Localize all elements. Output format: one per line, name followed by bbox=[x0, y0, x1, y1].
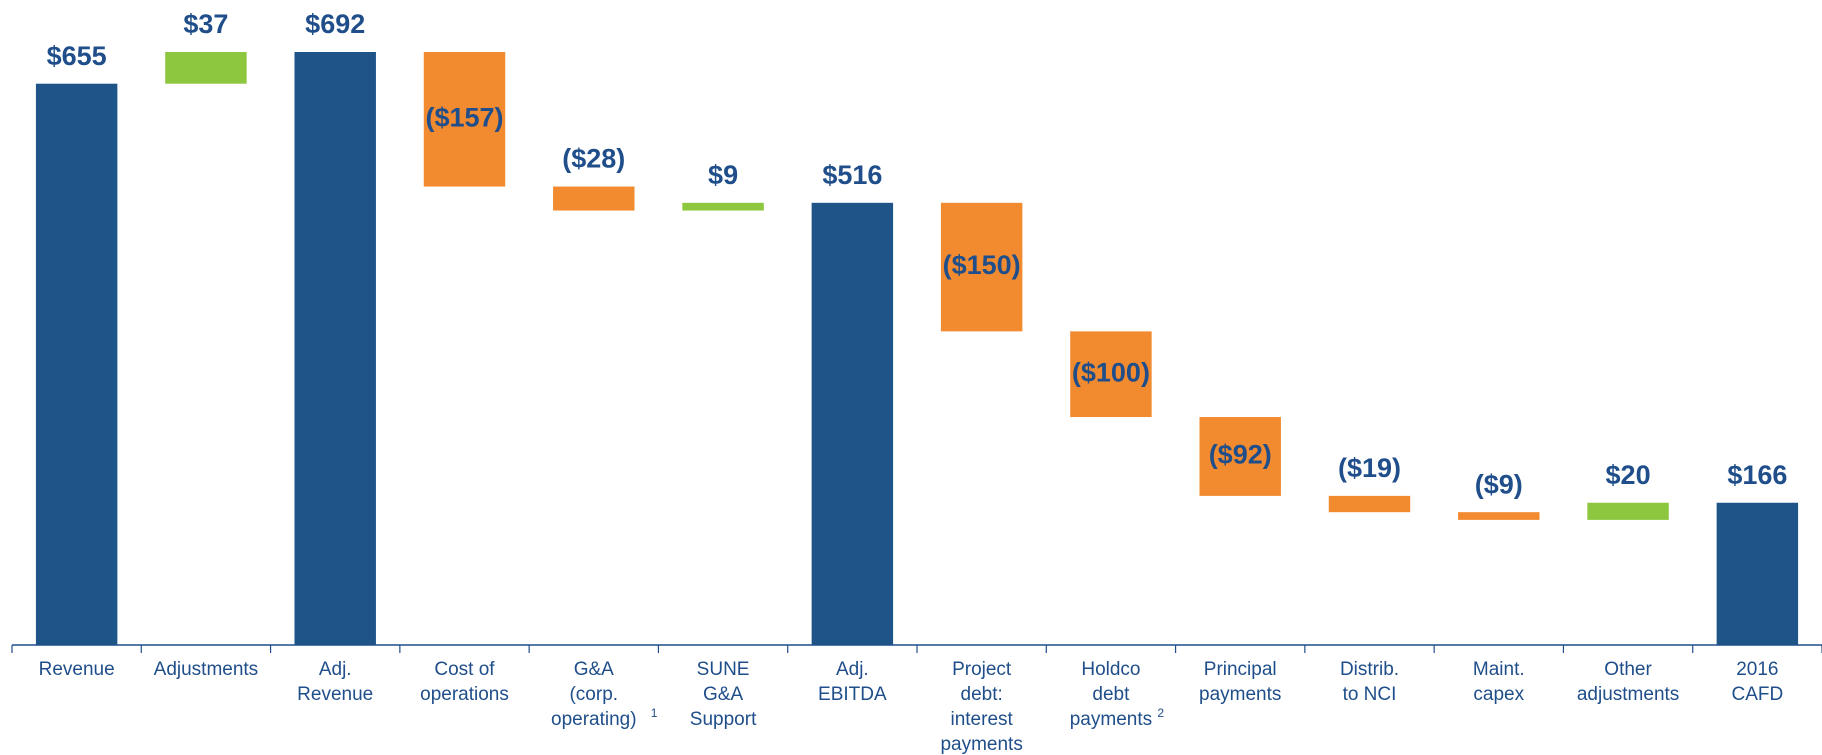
x-tick-label-line: capex bbox=[1473, 684, 1524, 705]
value-label: ($150) bbox=[943, 250, 1021, 280]
value-label: $655 bbox=[47, 41, 107, 71]
x-tick-label-line: Other bbox=[1604, 659, 1652, 680]
x-tick-label-line: interest bbox=[950, 709, 1013, 730]
x-tick-label-line: Principal bbox=[1204, 659, 1277, 680]
bar bbox=[1070, 331, 1152, 418]
x-tick-label-line: Revenue bbox=[39, 659, 115, 680]
x-tick-label-line: debt bbox=[1092, 684, 1130, 705]
x-tick-label-line: Adjustments bbox=[154, 659, 259, 680]
x-tick-label: SUNE G&A Support bbox=[690, 659, 757, 730]
value-label: $692 bbox=[305, 9, 365, 39]
x-tick-label-line: operating) bbox=[551, 709, 637, 730]
value-label: $37 bbox=[183, 9, 228, 39]
x-tick-label-line: to NCI bbox=[1343, 684, 1397, 705]
value-label: ($19) bbox=[1338, 453, 1401, 483]
x-tick-label-line: Maint. bbox=[1473, 659, 1525, 680]
x-tick-label-line: payments bbox=[1199, 684, 1281, 705]
bar bbox=[1587, 502, 1669, 520]
x-tick-label-line: SUNE bbox=[697, 659, 750, 680]
bar bbox=[35, 83, 118, 645]
value-label: ($9) bbox=[1475, 469, 1523, 499]
bar bbox=[165, 52, 247, 84]
x-tick-label-line: Adj. bbox=[319, 659, 352, 680]
value-label: $20 bbox=[1606, 460, 1651, 490]
x-tick-label: Maint. capex bbox=[1473, 659, 1525, 705]
value-label: $516 bbox=[822, 160, 882, 190]
bar bbox=[553, 186, 635, 211]
value-label: ($28) bbox=[562, 144, 625, 174]
bar bbox=[682, 202, 764, 211]
x-tick-label-line: operations bbox=[420, 684, 509, 705]
x-tick-label-line: Project bbox=[952, 659, 1012, 680]
x-tick-label-line: Holdco bbox=[1081, 659, 1140, 680]
bar bbox=[1328, 495, 1411, 513]
x-tick-label: Holdco debt payments bbox=[1070, 659, 1152, 730]
x-tick-label-line: payments bbox=[1070, 709, 1152, 730]
x-tick-label: Cost of operations bbox=[420, 659, 509, 705]
bar bbox=[294, 52, 376, 645]
x-tick-label-line: (corp. bbox=[569, 684, 618, 705]
x-tick-label: Other adjustments bbox=[1577, 659, 1679, 705]
x-tick-label: Adj. EBITDA bbox=[818, 659, 887, 705]
x-tick-label-line: EBITDA bbox=[818, 684, 887, 705]
x-tick-label-line: 2016 bbox=[1736, 659, 1778, 680]
value-label: ($157) bbox=[425, 102, 503, 132]
bar bbox=[1199, 417, 1281, 496]
x-tick-label-line: payments bbox=[940, 734, 1022, 755]
x-tick-label-line: G&A bbox=[574, 659, 614, 680]
bar bbox=[423, 52, 506, 187]
bar bbox=[1458, 512, 1540, 520]
x-tick-label: Principal payments bbox=[1199, 659, 1281, 705]
x-tick-label-line: G&A bbox=[703, 684, 743, 705]
value-label: $166 bbox=[1727, 460, 1787, 490]
x-tick-label-line: adjustments bbox=[1577, 684, 1679, 705]
x-tick-label: Distrib. to NCI bbox=[1340, 659, 1399, 705]
x-tick-label-line: CAFD bbox=[1731, 684, 1783, 705]
x-tick-label: Adjustments bbox=[154, 659, 259, 680]
x-tick-label-line: debt: bbox=[961, 684, 1003, 705]
x-tick-label-line: Support bbox=[690, 709, 757, 730]
x-tick-label: Adj. Revenue bbox=[297, 659, 373, 705]
x-tick-label: G&A (corp. operating) bbox=[551, 659, 637, 730]
value-label: ($92) bbox=[1209, 440, 1272, 470]
bar bbox=[940, 202, 1023, 332]
bar bbox=[1716, 502, 1799, 645]
value-label: ($100) bbox=[1072, 357, 1150, 387]
x-tick-label-line: Adj. bbox=[836, 659, 869, 680]
x-tick-label-line: Revenue bbox=[297, 684, 373, 705]
x-tick-label: Revenue bbox=[39, 659, 115, 680]
x-tick-label: 2016 CAFD bbox=[1731, 659, 1783, 705]
value-label: $9 bbox=[708, 160, 738, 190]
footnote-marker: 1 bbox=[651, 706, 658, 720]
x-tick-label-line: Distrib. bbox=[1340, 659, 1399, 680]
x-tick-label-line: Cost of bbox=[434, 659, 495, 680]
x-tick-label: Project debt: interest payments bbox=[940, 659, 1022, 755]
footnote-marker: 2 bbox=[1157, 706, 1164, 720]
bar bbox=[811, 202, 894, 646]
